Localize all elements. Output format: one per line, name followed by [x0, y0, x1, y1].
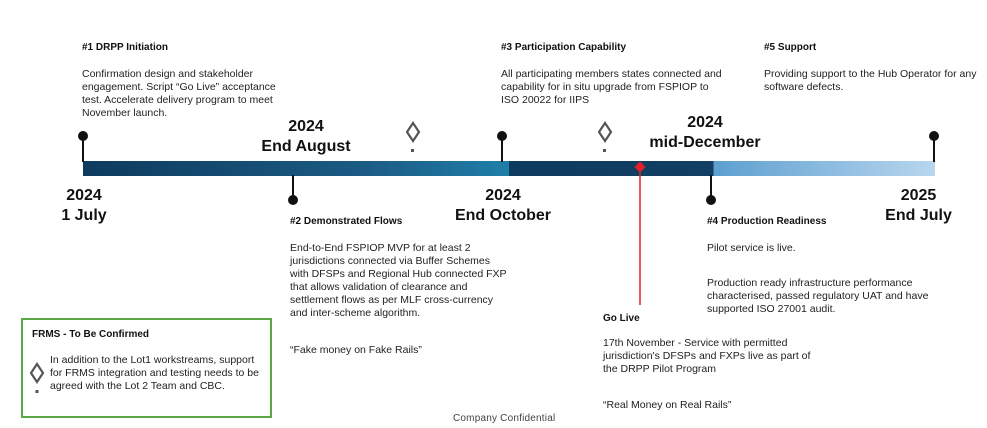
dot-m5 [929, 131, 939, 141]
stem-m1 [82, 136, 84, 162]
stem-m2 [292, 175, 294, 199]
date-5: 2025 End July [876, 186, 961, 226]
date-1: 2024 1 July [44, 186, 124, 226]
milestone-1-text: Confirmation design and stakeholder enga… [82, 68, 276, 119]
date-4: 2024 mid-December [645, 113, 765, 153]
milestone-5-title: #5 Support [764, 42, 817, 53]
date-2-label: End August [261, 138, 351, 155]
dot-m4 [706, 195, 716, 205]
milestone-3-title: #3 Participation Capability [501, 42, 627, 53]
date-2-year: 2024 [288, 118, 324, 135]
milestone-5-text: Providing support to the Hub Operator fo… [764, 68, 977, 93]
date-3: 2024 End October [448, 186, 558, 226]
go-live-title: Go Live [603, 313, 640, 324]
milestone-2-quote: “Fake money on Fake Rails” [290, 344, 422, 356]
date-5-year: 2025 [900, 187, 937, 204]
stem-m3 [501, 136, 503, 162]
frms-box: FRMS - To Be Confirmed In addition to th… [21, 318, 272, 418]
stem-m4 [710, 175, 712, 199]
dot-m3 [497, 131, 507, 141]
diamond-marker-icon [405, 121, 421, 152]
go-live-marker-icon [634, 161, 646, 173]
milestone-4-text-2: Production ready infrastructure performa… [707, 277, 929, 315]
frms-text: In addition to the Lot1 workstreams, sup… [50, 354, 259, 392]
timeline-track [83, 161, 935, 176]
diamond-marker-icon [29, 362, 45, 393]
dot-m2 [288, 195, 298, 205]
milestone-4-text-1: Pilot service is live. [707, 242, 796, 254]
milestone-1-title: #1 DRPP Initiation [82, 42, 168, 53]
confidential-footer: Company Confidential [453, 413, 556, 424]
dot-m1 [78, 131, 88, 141]
milestone-2-title: #2 Demonstrated Flows [290, 216, 403, 227]
milestone-2-text: End-to-End FSPIOP MVP for at least 2 jur… [290, 242, 507, 319]
date-3-year: 2024 [485, 187, 521, 204]
date-1-label: 1 July [61, 207, 107, 224]
go-live-text: 17th November - Service with permitted j… [603, 337, 811, 375]
date-4-label: mid-December [649, 134, 761, 151]
date-1-year: 2024 [66, 187, 102, 204]
date-2: 2024 End August [246, 117, 366, 157]
diamond-marker-icon [597, 121, 613, 152]
date-3-label: End October [454, 207, 551, 224]
stem-m5 [933, 136, 935, 162]
milestone-4-title: #4 Production Readiness [707, 216, 827, 227]
date-5-label: End July [885, 207, 952, 224]
go-live-quote: “Real Money on Real Rails” [603, 399, 732, 411]
frms-title: FRMS - To Be Confirmed [32, 329, 150, 340]
date-4-year: 2024 [687, 114, 723, 131]
milestone-3-text: All participating members states connect… [501, 68, 722, 106]
